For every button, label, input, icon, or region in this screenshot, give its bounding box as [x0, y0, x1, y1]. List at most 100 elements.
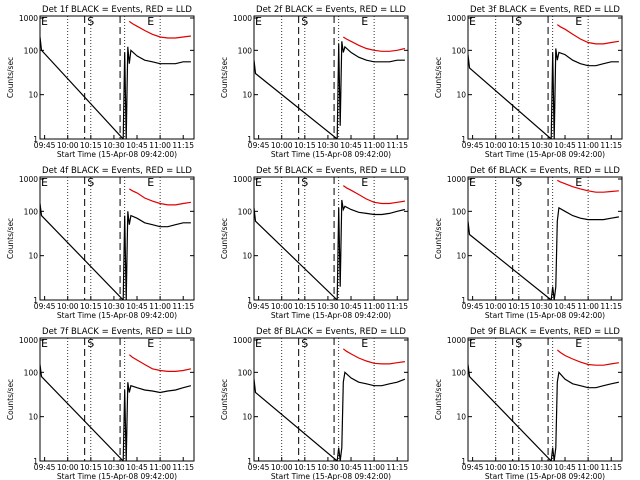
event-marker-label: E: [147, 176, 154, 189]
x-tick-label: 10:30: [103, 463, 125, 472]
event-marker-label: E: [469, 176, 476, 189]
x-tick-label: 10:30: [103, 141, 125, 150]
y-tick-label: 1: [461, 457, 466, 466]
x-tick-label: 10:45: [340, 463, 362, 472]
x-tick-label: 10:30: [317, 302, 339, 311]
plot-frame: [253, 15, 409, 140]
event-marker-label: E: [361, 15, 368, 28]
x-tick-label: 10:00: [57, 463, 79, 472]
y-axis-label: Counts/sec: [220, 57, 229, 98]
x-tick-label: 10:00: [271, 141, 293, 150]
y-tick-label: 1: [461, 135, 466, 144]
y-tick-label: 100: [238, 46, 253, 55]
x-tick-label: 10:45: [554, 141, 576, 150]
x-tick-label: 09:45: [34, 463, 56, 472]
y-tick-label: 1: [33, 457, 38, 466]
series-line-lld: [556, 24, 619, 45]
y-axis-label: Counts/sec: [220, 218, 229, 259]
panel-title: Det 1f BLACK = Events, RED = LLD: [42, 5, 192, 15]
event-marker-label: S: [87, 176, 94, 189]
y-tick-label: 100: [238, 368, 253, 377]
x-tick-label: 10:00: [57, 302, 79, 311]
x-tick-label: 10:15: [508, 302, 530, 311]
x-tick-label: 10:15: [508, 141, 530, 150]
event-marker-label: E: [147, 337, 154, 350]
panel-title: Det 6f BLACK = Events, RED = LLD: [470, 166, 620, 176]
y-tick-label: 1: [461, 296, 466, 305]
x-tick-label: 10:45: [554, 302, 576, 311]
x-axis-label: Start Time (15-Apr-08 09:42:00): [57, 311, 177, 320]
x-tick-label: 10:45: [340, 302, 362, 311]
y-tick-label: 1000: [447, 336, 466, 345]
x-tick-label: 10:30: [531, 302, 553, 311]
panel-title: Det 4f BLACK = Events, RED = LLD: [42, 166, 192, 176]
x-tick-label: 10:15: [294, 463, 316, 472]
x-tick-label: 11:15: [386, 141, 408, 150]
y-tick-label: 1000: [19, 175, 38, 184]
series-line-events: [468, 48, 619, 139]
x-axis-label: Start Time (15-Apr-08 09:42:00): [271, 150, 391, 159]
y-tick-label: 10: [28, 252, 38, 261]
panel-title: Det 7f BLACK = Events, RED = LLD: [42, 327, 192, 337]
x-tick-label: 10:15: [80, 302, 102, 311]
x-tick-label: 11:00: [577, 141, 599, 150]
plot-frame: [39, 176, 195, 301]
x-tick-label: 11:15: [172, 463, 194, 472]
x-tick-label: 09:45: [34, 302, 56, 311]
x-tick-label: 10:30: [317, 141, 339, 150]
event-marker-label: E: [575, 176, 582, 189]
series-line-lld: [128, 20, 191, 39]
y-tick-label: 1: [33, 296, 38, 305]
x-axis-label: Start Time (15-Apr-08 09:42:00): [485, 311, 605, 320]
y-tick-label: 1000: [19, 14, 38, 23]
x-tick-label: 11:15: [386, 302, 408, 311]
series-line-lld: [556, 349, 619, 366]
y-tick-label: 1: [247, 135, 252, 144]
x-tick-label: 11:15: [600, 141, 622, 150]
x-tick-label: 10:00: [271, 302, 293, 311]
event-marker-label: E: [361, 176, 368, 189]
plot-frame: [467, 176, 623, 301]
event-marker-label: S: [301, 15, 308, 28]
x-axis-label: Start Time (15-Apr-08 09:42:00): [485, 472, 605, 480]
series-line-events: [40, 203, 191, 300]
series-line-lld: [128, 354, 192, 372]
x-tick-label: 11:15: [172, 302, 194, 311]
x-tick-label: 10:15: [508, 463, 530, 472]
panel-title: Det 3f BLACK = Events, RED = LLD: [470, 5, 620, 15]
panel-title: Det 5f BLACK = Events, RED = LLD: [256, 166, 406, 176]
event-marker-label: S: [301, 337, 308, 350]
x-tick-label: 11:00: [149, 141, 171, 150]
y-tick-label: 10: [456, 413, 466, 422]
y-tick-label: 10: [28, 413, 38, 422]
y-tick-label: 1: [247, 296, 252, 305]
y-tick-label: 100: [452, 46, 467, 55]
x-axis-label: Start Time (15-Apr-08 09:42:00): [485, 150, 605, 159]
x-tick-label: 10:30: [531, 141, 553, 150]
x-tick-label: 11:15: [386, 463, 408, 472]
x-tick-label: 11:00: [149, 302, 171, 311]
panel-title: Det 8f BLACK = Events, RED = LLD: [256, 327, 406, 337]
series-line-lld: [342, 185, 405, 205]
series-line-events: [254, 41, 405, 139]
plot-frame: [253, 176, 409, 301]
event-marker-label: E: [41, 337, 48, 350]
event-marker-label: E: [255, 176, 262, 189]
x-tick-label: 10:00: [485, 141, 507, 150]
y-axis-label: Counts/sec: [220, 379, 229, 420]
x-tick-label: 10:45: [126, 463, 148, 472]
y-axis-label: Counts/sec: [6, 218, 15, 259]
series-line-events: [254, 371, 406, 461]
x-axis-label: Start Time (15-Apr-08 09:42:00): [57, 150, 177, 159]
event-marker-label: S: [515, 337, 522, 350]
y-tick-label: 100: [238, 207, 253, 216]
y-tick-label: 10: [456, 91, 466, 100]
y-tick-label: 10: [242, 91, 252, 100]
x-tick-label: 11:00: [149, 463, 171, 472]
y-tick-label: 10: [242, 252, 252, 261]
panel-title: Det 2f BLACK = Events, RED = LLD: [256, 5, 406, 15]
x-tick-label: 10:15: [80, 141, 102, 150]
event-marker-label: E: [361, 337, 368, 350]
